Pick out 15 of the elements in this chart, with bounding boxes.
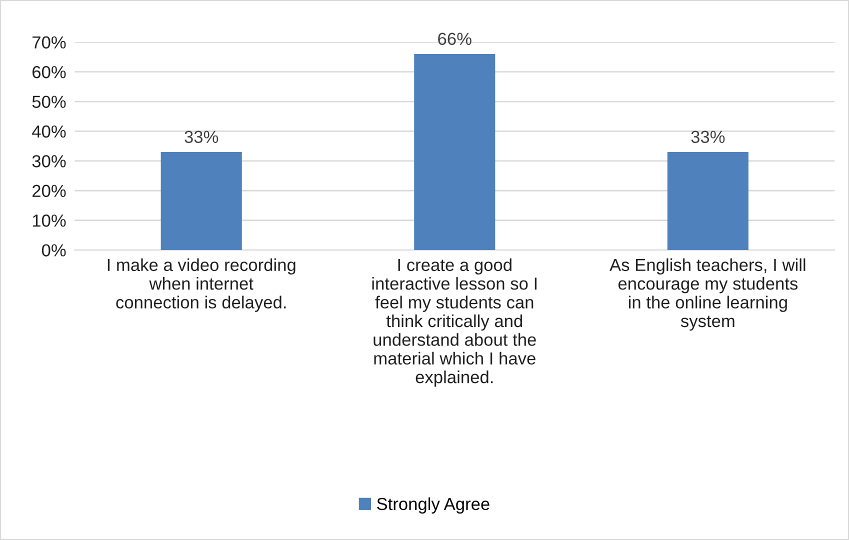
x-tick-label: As English teachers, I will encourage my students in the online learning system	[610, 258, 806, 331]
y-tick-label: 10%	[32, 214, 66, 227]
y-tick-label: 60%	[32, 66, 66, 78]
y-tick-label: 0%	[42, 244, 66, 256]
y-tick-label: 70%	[32, 36, 66, 49]
y-tick-label: 30%	[32, 155, 66, 168]
legend-label: Strongly Agree	[377, 497, 490, 514]
x-tick-label: I create a good interactive lesson so I feel my students can think critically and understand about the material which I have explained.	[372, 258, 537, 387]
y-tick-label: 40%	[32, 125, 66, 138]
data-label: 33%	[691, 130, 725, 144]
y-tick-label: 50%	[32, 96, 66, 108]
data-label: 33%	[184, 130, 218, 144]
data-label: 66%	[438, 32, 472, 46]
y-tick-label: 20%	[32, 184, 66, 198]
x-tick-label: I make a video recording when internet connection is delayed.	[108, 258, 296, 312]
